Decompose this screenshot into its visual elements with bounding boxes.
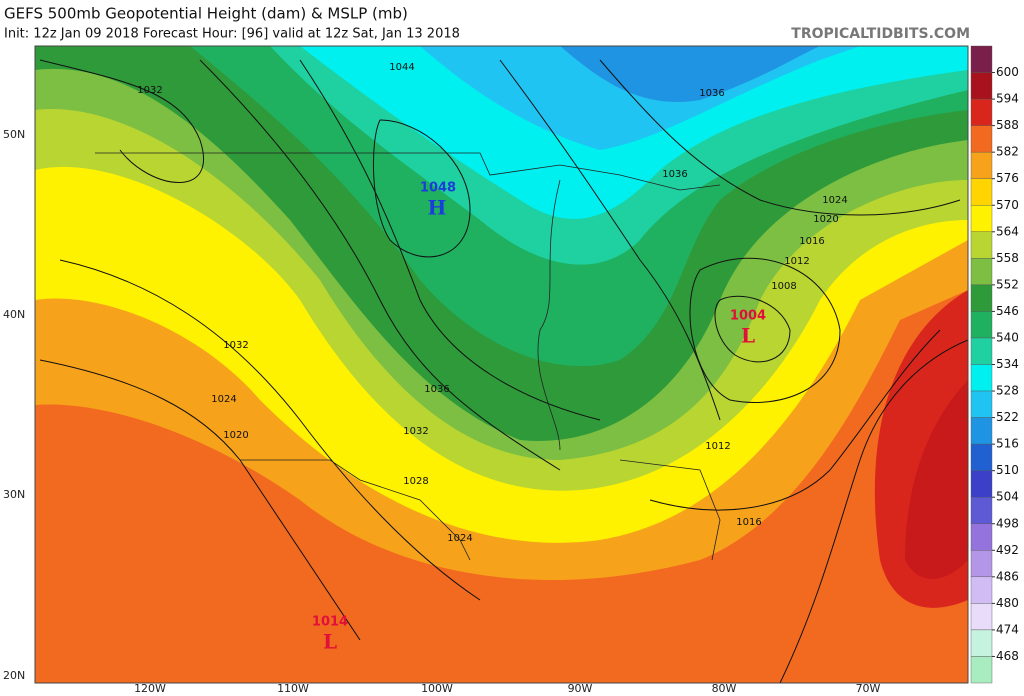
pressure-centers: 1048 H 1004 L 1014 L — [312, 181, 766, 654]
lat-labels: 50N 40N 30N 20N — [3, 128, 25, 682]
colorbar-box — [970, 629, 993, 657]
lon-labels: 120W 110W 100W 90W 80W 70W — [134, 682, 880, 695]
lat-label: 30N — [3, 488, 25, 501]
low-pressure: 1014 — [312, 615, 348, 630]
colorbar-label: 540 — [996, 330, 1019, 344]
title: GEFS 500mb Geopotential Height (dam) & M… — [4, 5, 408, 23]
colorbar-box — [970, 337, 993, 365]
isobars — [39, 59, 968, 683]
colorbar-label: 510 — [996, 463, 1019, 477]
contour-label: 1024 — [211, 394, 236, 405]
colorbar-box — [970, 603, 993, 631]
colorbar-box — [970, 470, 993, 498]
contour-label: 1012 — [784, 256, 809, 267]
colorbar-label: 564 — [996, 224, 1019, 238]
contour-label: 1016 — [799, 236, 824, 247]
lon-label: 120W — [134, 682, 166, 695]
lon-label: 90W — [568, 682, 593, 695]
colorbar-label: 516 — [996, 437, 1019, 451]
lon-label: 70W — [856, 682, 881, 695]
watermark: TROPICALTIDBITS.COM — [791, 26, 970, 42]
contour-label: 1036 — [699, 88, 724, 99]
colorbar-label: 492 — [996, 543, 1019, 557]
colorbar-label: 600 — [996, 65, 1019, 79]
contour-label: 1028 — [403, 476, 428, 487]
contour-label: 1032 — [403, 426, 428, 437]
colorbar-box — [970, 364, 993, 392]
colorbar-box — [970, 98, 993, 126]
lon-label: 110W — [277, 682, 309, 695]
colorbar-label: 588 — [996, 118, 1019, 132]
contour-label: 1020 — [223, 430, 248, 441]
lon-label: 80W — [712, 682, 737, 695]
colorbar-box — [970, 178, 993, 206]
colorbar-box — [970, 45, 993, 73]
colorbar-label: 546 — [996, 304, 1019, 318]
lat-label: 50N — [3, 128, 25, 141]
colorbar-label: 552 — [996, 277, 1019, 291]
colorbar-box — [970, 550, 993, 578]
contour-label: 1012 — [705, 441, 730, 452]
colorbar-box — [970, 205, 993, 232]
contour-label: 1024 — [447, 533, 472, 544]
lat-label: 20N — [3, 669, 25, 682]
colorbar-box — [970, 125, 993, 153]
colorbar-label: 480 — [996, 596, 1019, 610]
colorbar-box — [970, 576, 993, 604]
colorbar-box — [970, 231, 993, 259]
colorbar-label: 474 — [996, 622, 1019, 636]
contour-labels: 1032 1044 1036 1036 1024 1020 1016 1012 … — [137, 62, 847, 544]
contour-label: 1032 — [223, 340, 248, 351]
colorbar-label: 504 — [996, 490, 1019, 504]
colorbar-box — [970, 258, 993, 286]
colorbar-box — [970, 284, 993, 312]
low-symbol: L — [323, 630, 337, 654]
colorbar-label: 558 — [996, 251, 1019, 265]
contour-label: 1024 — [822, 195, 847, 206]
lon-label: 100W — [421, 682, 453, 695]
colorbar-label: 528 — [996, 384, 1019, 398]
colorbar-box — [970, 497, 993, 524]
contour-label: 1008 — [771, 281, 796, 292]
colorbar-label: 594 — [996, 92, 1019, 106]
contour-label: 1036 — [662, 169, 687, 180]
colorbar-label: 498 — [996, 516, 1019, 530]
borders — [95, 152, 721, 561]
colorbar-box — [970, 417, 993, 445]
subtitle: Init: 12z Jan 09 2018 Forecast Hour: [96… — [4, 27, 460, 42]
colorbar-box — [970, 72, 993, 100]
contour-label: 1016 — [736, 517, 761, 528]
colorbar-box — [970, 443, 993, 471]
high-symbol: H — [428, 196, 447, 220]
map-frame — [34, 45, 969, 684]
colorbar-label: 534 — [996, 357, 1019, 371]
colorbar: 600 594 588 582 576 570 564 558 552 546 540 534 528 5… — [970, 45, 1019, 684]
contour-label: 1032 — [137, 85, 162, 96]
colorbar-label: 468 — [996, 649, 1019, 663]
colorbar-label: 570 — [996, 198, 1019, 212]
contour-label: 1044 — [389, 62, 414, 73]
low-pressure: 1004 — [730, 309, 766, 324]
colorbar-box — [970, 311, 993, 339]
map-area — [34, 45, 969, 684]
high-pressure: 1048 — [420, 181, 456, 196]
fill-588-core — [905, 380, 968, 579]
contour-label: 1020 — [813, 214, 838, 225]
colorbar-label: 582 — [996, 145, 1019, 159]
colorbar-box — [970, 523, 993, 551]
contour-label: 1036 — [424, 384, 449, 395]
colorbar-box — [970, 656, 993, 684]
colorbar-box — [970, 390, 993, 418]
low-symbol: L — [741, 324, 755, 348]
colorbar-label: 486 — [996, 569, 1019, 583]
colorbar-label: 522 — [996, 410, 1019, 424]
lat-label: 40N — [3, 308, 25, 321]
colorbar-box — [970, 151, 993, 179]
colorbar-label: 576 — [996, 171, 1019, 185]
